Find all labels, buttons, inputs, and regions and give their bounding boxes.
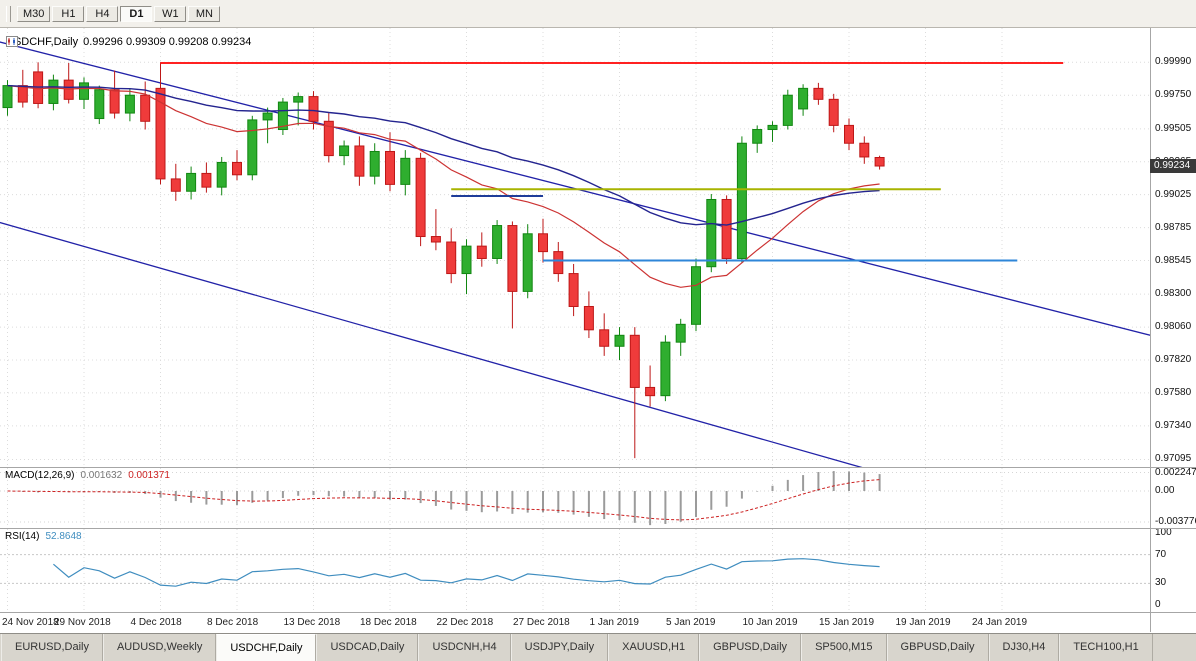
chart-symbol-label: USDCHF,Daily	[6, 36, 79, 48]
chart-tab-usdjpy-daily[interactable]: USDJPY,Daily	[510, 634, 609, 661]
macd-value-signal: 0.001371	[128, 470, 170, 481]
rsi-axis-label: 100	[1155, 527, 1172, 538]
date-axis-label: 24 Nov 2018	[2, 617, 59, 628]
rsi-panel: RSI(14) 52.8648 100 70 30 0	[0, 527, 1196, 612]
date-axis-label: 5 Jan 2019	[666, 617, 716, 628]
timeframe-button-d1[interactable]: D1	[120, 5, 153, 22]
timeframe-button-mn[interactable]: MN	[188, 5, 221, 22]
chart-ohlc-values: 0.99296 0.99309 0.99208 0.99234	[83, 36, 252, 48]
timeframe-button-w1[interactable]: W1	[154, 5, 187, 22]
chart-tab-gbpusd-daily[interactable]: GBPUSD,Daily	[699, 634, 802, 661]
macd-signal-line	[7, 479, 880, 521]
date-axis-label: 4 Dec 2018	[130, 617, 182, 628]
price-axis-label: 0.97095	[1155, 453, 1192, 465]
price-axis-label: 0.99990	[1155, 56, 1192, 68]
date-axis-label: 19 Jan 2019	[895, 617, 951, 628]
date-axis-label: 1 Jan 2019	[589, 617, 640, 628]
price-axis-label: 0.99025	[1155, 188, 1192, 200]
timeframe-button-h1[interactable]: H1	[52, 5, 85, 22]
toolbar-grip[interactable]	[6, 5, 11, 22]
timeframe-buttons: M30 H1 H4 D1 W1 MN	[17, 5, 222, 22]
chart-tab-usdcad-daily[interactable]: USDCAD,Daily	[316, 634, 419, 661]
chart-tabbar: EURUSD,Daily AUDUSD,Weekly USDCHF,Daily USD…	[0, 633, 1196, 661]
panel-separator[interactable]	[0, 467, 1196, 468]
macd-panel: MACD(12,26,9) 0.001632 0.001371 0.002247…	[0, 466, 1196, 528]
date-axis-label: 24 Jan 2019	[972, 617, 1028, 628]
ma-fast-line	[7, 85, 880, 288]
date-axis-label: 29 Nov 2018	[54, 617, 111, 628]
macd-label: MACD(12,26,9)	[5, 470, 75, 481]
macd-axis-label: -0.003776	[1155, 516, 1196, 528]
date-axis-label: 18 Dec 2018	[360, 617, 417, 628]
price-axis-label: 0.97340	[1155, 419, 1192, 431]
chart-tab-tech100-h1[interactable]: TECH100,H1	[1059, 634, 1153, 661]
timeframe-button-m30[interactable]: M30	[17, 5, 51, 22]
panel-separator[interactable]	[0, 528, 1196, 529]
candles-series	[2, 62, 885, 459]
rsi-plot[interactable]	[0, 529, 1150, 612]
chart-icon	[6, 36, 18, 47]
macd-axis-label: 0.002247	[1155, 466, 1196, 478]
date-axis-label: 27 Dec 2018	[513, 617, 570, 628]
price-axis-label: 0.98785	[1155, 221, 1192, 233]
macd-value-main: 0.001632	[80, 470, 123, 481]
rsi-axis-label: 70	[1155, 548, 1167, 560]
timeframe-button-h4[interactable]: H4	[86, 5, 119, 22]
macd-label-row: MACD(12,26,9) 0.001632 0.001371	[5, 470, 170, 481]
date-axis-label: 8 Dec 2018	[207, 617, 259, 628]
price-axis-label: 0.97580	[1155, 386, 1192, 398]
price-axis-label: 0.98545	[1155, 254, 1192, 266]
price-axis-label: 0.98300	[1155, 288, 1192, 300]
chart-tab-xauusd-h1[interactable]: XAUUSD,H1	[608, 634, 700, 661]
ma-slow-line	[7, 84, 880, 226]
current-price-badge: 0.99234	[1150, 159, 1196, 173]
date-axis-label: 13 Dec 2018	[283, 617, 341, 628]
price-axis-label: 0.98060	[1155, 321, 1192, 333]
panel-separator	[0, 612, 1196, 613]
date-axis-label: 15 Jan 2019	[819, 617, 875, 628]
price-axis[interactable]: 0.99234 0.999900.997500.995050.992650.99…	[1150, 28, 1196, 467]
chart-tab-audusd-weekly[interactable]: AUDUSD,Weekly	[102, 634, 217, 661]
rsi-label-row: RSI(14) 52.8648	[5, 531, 82, 542]
macd-histogram	[21, 471, 881, 526]
timeframes-toolbar: M30 H1 H4 D1 W1 MN	[0, 0, 1196, 28]
rsi-axis-label: 30	[1155, 577, 1167, 589]
price-axis-label: 0.99750	[1155, 89, 1192, 101]
rsi-label: RSI(14)	[5, 531, 40, 542]
rsi-axis: 100 70 30 0	[1150, 527, 1196, 612]
rsi-line	[53, 558, 880, 587]
chart-title: USDCHF,Daily 0.99296 0.99309 0.99208 0.9…	[6, 36, 251, 48]
chart-tab-dj30-h4[interactable]: DJ30,H4	[988, 634, 1060, 661]
chart-tab-usdchf-daily[interactable]: USDCHF,Daily	[216, 634, 317, 661]
chart-tab-gbpusd-daily[interactable]: GBPUSD,Daily	[886, 634, 989, 661]
channel-lower-trendline[interactable]	[0, 221, 930, 467]
date-axis-label: 22 Dec 2018	[436, 617, 494, 628]
rsi-value: 52.8648	[45, 531, 82, 542]
macd-plot[interactable]	[0, 468, 1150, 528]
price-axis-label: 0.97820	[1155, 353, 1192, 365]
macd-axis-label: 0.00	[1155, 485, 1175, 496]
chart-tab-eurusd-daily[interactable]: EURUSD,Daily	[1, 634, 103, 661]
date-axis[interactable]: 24 Nov 2018 29 Nov 2018 4 Dec 2018 8 Dec 20…	[0, 613, 1196, 633]
rsi-axis-label: 0	[1155, 599, 1161, 610]
candlestick-chart[interactable]	[0, 28, 1150, 467]
price-axis-label: 0.99505	[1155, 122, 1192, 134]
macd-axis: 0.002247 0.00 -0.003776	[1150, 466, 1196, 528]
chart-tab-sp500-m15[interactable]: SP500,M15	[801, 634, 887, 661]
chart-tab-usdcnh-h4[interactable]: USDCNH,H4	[418, 634, 511, 661]
axis-separator	[1150, 28, 1151, 632]
price-chart-panel: USDCHF,Daily 0.99296 0.99309 0.99208 0.9…	[0, 28, 1196, 467]
date-axis-label: 10 Jan 2019	[742, 617, 798, 628]
